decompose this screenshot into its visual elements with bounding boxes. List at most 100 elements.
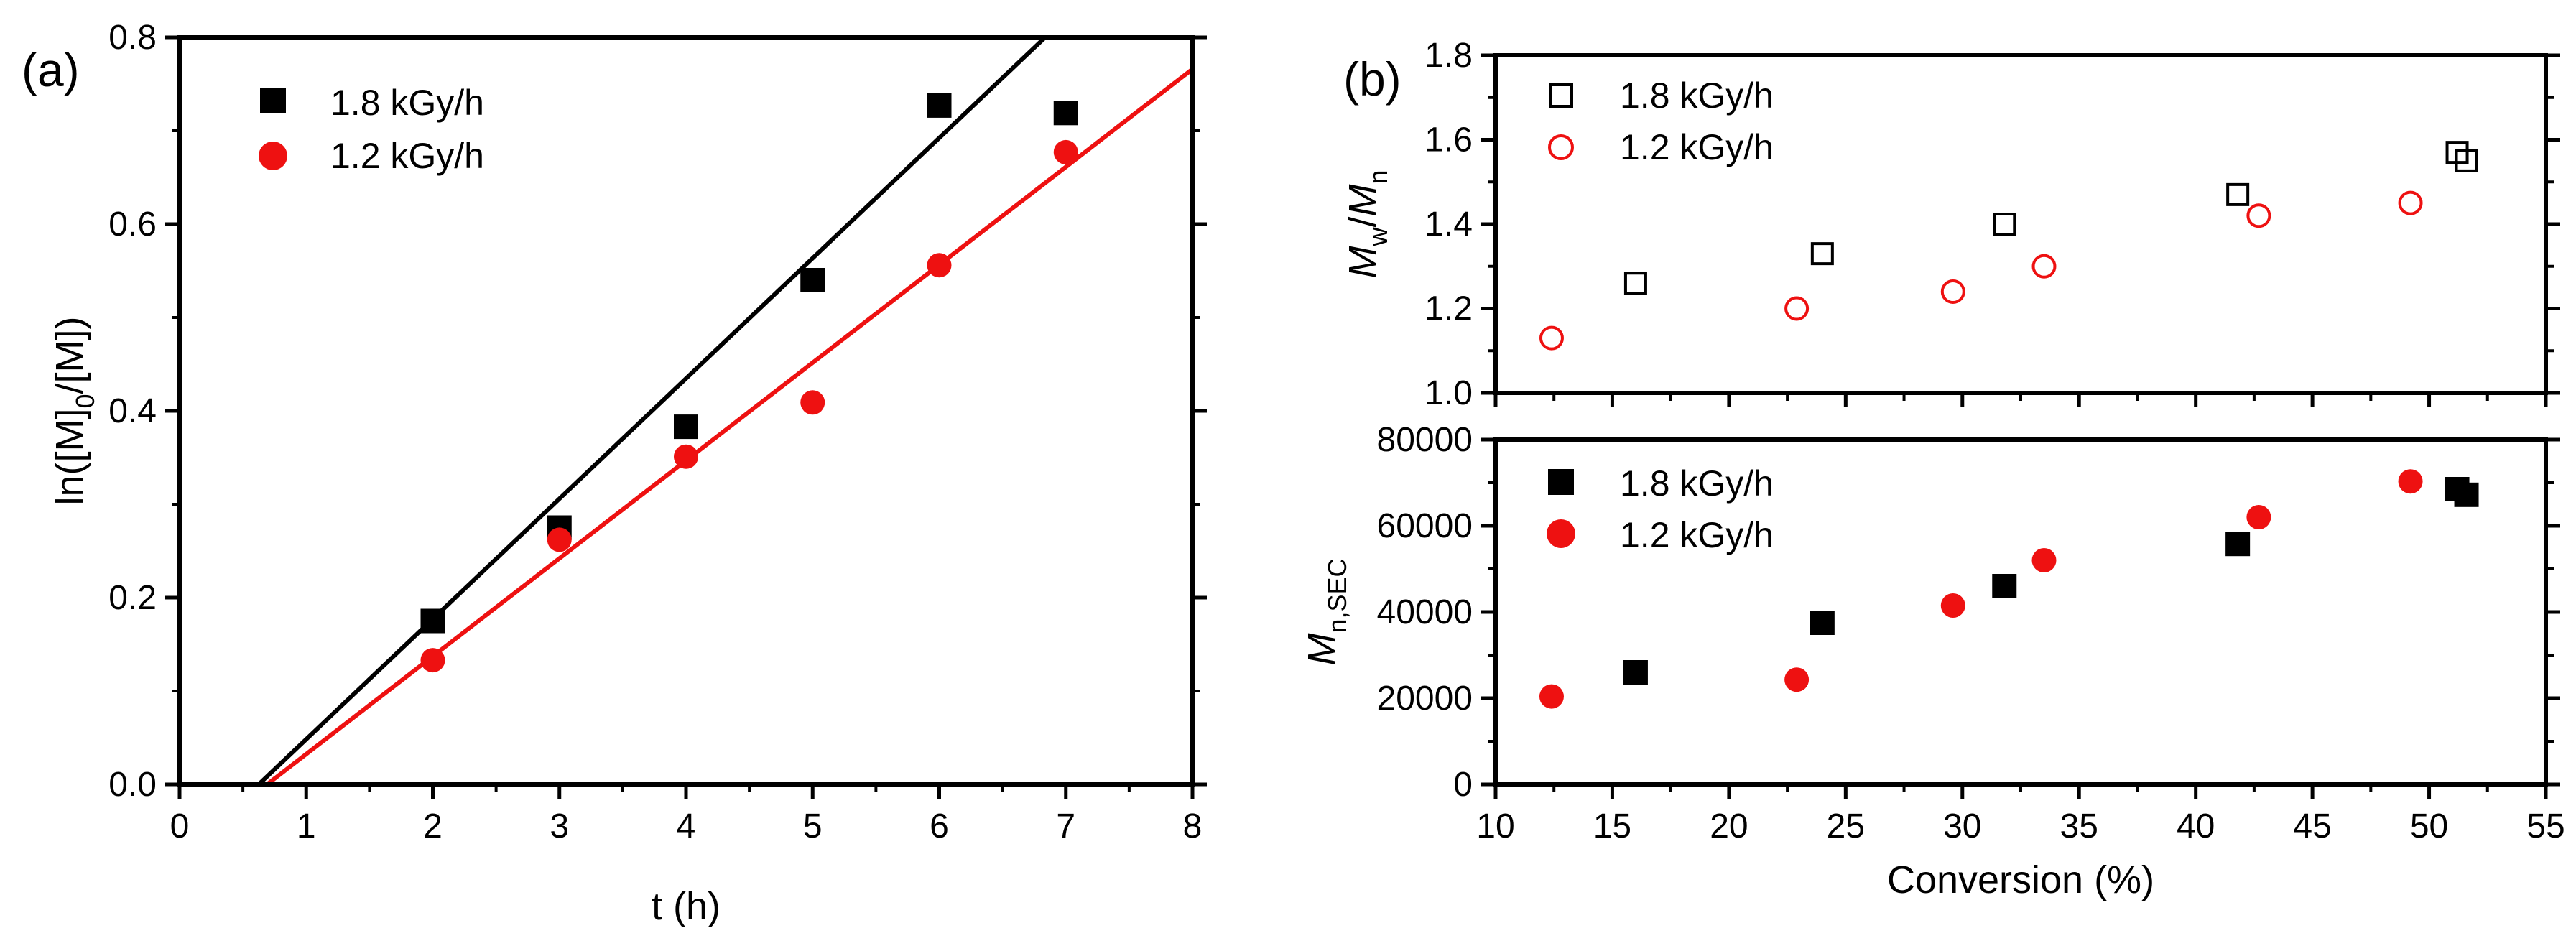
panel-b-top-ticks: 1.0 1.2 1.4 1.6 1.8 bbox=[1424, 37, 2560, 412]
panel-b-bottom-legend-marker-2 bbox=[1547, 519, 1575, 548]
panel-b-bottom-x-tick-label: 50 bbox=[2410, 807, 2448, 845]
panel-a-legend-marker-1 bbox=[260, 88, 286, 113]
panel-b-bottom-series-2-point bbox=[1539, 684, 1564, 709]
panel-a-series-1-point bbox=[420, 608, 445, 634]
panel-b-bottom-x-tick-label: 10 bbox=[1476, 807, 1514, 845]
panel-a-fit-line-2 bbox=[265, 67, 1194, 787]
panel-b-top-series-1-point bbox=[1993, 213, 2016, 236]
panel-b-bottom-series-1-point bbox=[1810, 611, 1835, 635]
panel-b-top-y-tick-label: 1.4 bbox=[1424, 205, 1473, 244]
panel-a-series-1-point bbox=[800, 268, 825, 292]
panel-b-bottom-x-tick-label: 15 bbox=[1593, 807, 1631, 845]
panel-b-bottom-series-2-point bbox=[2398, 469, 2423, 494]
panel-a-legend-label-2: 1.2 kGy/h bbox=[330, 136, 484, 176]
panel-a-series-2-point bbox=[1053, 139, 1078, 164]
panel-b: (b) 1.0 1.2 1.4 1.6 1.8 Mw/Mn 1.8 kGy/h 1.2 … bbox=[1300, 37, 2565, 901]
panel-b-top-series-2-point bbox=[1784, 296, 1810, 321]
panel-b-bottom-y-tick-label: 40000 bbox=[1377, 593, 1473, 631]
panel-a-fit-line-1 bbox=[257, 35, 1047, 787]
panel-b-bottom-series-2-point bbox=[2031, 548, 2057, 572]
panel-a-x-tick-label: 1 bbox=[297, 807, 316, 845]
panel-b-top-series-2-point bbox=[1940, 279, 1965, 304]
panel-b-top-series-2-point bbox=[2246, 203, 2271, 228]
panel-b-bottom-series-1-point bbox=[1623, 660, 1648, 685]
panel-a-series-2-point bbox=[674, 444, 698, 469]
panel-a-x-axis-label: t (h) bbox=[652, 885, 721, 928]
panel-b-top-legend: 1.8 kGy/h 1.2 kGy/h bbox=[1548, 75, 1774, 167]
panel-a-series-2-point bbox=[800, 390, 825, 415]
panel-b-bottom-y-tick-label: 0 bbox=[1453, 766, 1473, 804]
panel-a-x-tick-label: 7 bbox=[1056, 807, 1075, 845]
panel-b-bottom-series-1-point bbox=[1992, 574, 2017, 598]
panel-b-bottom-legend-label-1: 1.8 kGy/h bbox=[1620, 463, 1774, 504]
panel-b-top-y-tick-label: 1.8 bbox=[1424, 37, 1473, 75]
panel-b-bottom-series-2-point bbox=[1784, 667, 1810, 692]
panel-b-bottom-marks bbox=[1539, 469, 2479, 709]
panel-b-top-legend-marker-1 bbox=[1549, 83, 1573, 108]
panel-b-bottom-x-tick-label: 25 bbox=[1827, 807, 1865, 845]
panel-a-series-1-point bbox=[674, 414, 698, 440]
panel-a-series-2-point bbox=[927, 253, 952, 278]
panel-b-bottom-legend-label-2: 1.2 kGy/h bbox=[1620, 515, 1774, 555]
panel-b-top-y-tick-label: 1.2 bbox=[1424, 290, 1473, 328]
panel-b-bottom-series-1-point bbox=[2454, 482, 2479, 507]
panel-a-x-tick-label: 5 bbox=[803, 807, 823, 845]
panel-a-series-1-point bbox=[927, 93, 952, 118]
panel-b-top-y-tick-label: 1.6 bbox=[1424, 121, 1473, 159]
panel-a-y-tick-label: 0.2 bbox=[108, 579, 157, 617]
panel-a-x-tick-label: 6 bbox=[930, 807, 949, 845]
panel-a-marks bbox=[257, 35, 1194, 787]
panel-a-ticks: 0.0 0.2 0.4 0.6 0.8 0 1 2 3 4 5 6 7 8 bbox=[108, 19, 1207, 845]
panel-b-top-series-1-point bbox=[2455, 149, 2478, 172]
panel-b-top-legend-label-2: 1.2 kGy/h bbox=[1620, 127, 1774, 167]
panel-a-legend-label-1: 1.8 kGy/h bbox=[330, 83, 484, 123]
panel-b-top-legend-marker-2 bbox=[1548, 134, 1574, 160]
panel-a: (a) 0.0 0.2 0.4 0.6 0.8 0 1 2 3 4 5 6 7 8 t (h) ln([M… bbox=[22, 19, 1207, 928]
panel-a-series-1-point bbox=[1053, 101, 1078, 126]
panel-b-x-axis-label: Conversion (%) bbox=[1887, 858, 2154, 901]
panel-b-top-series-1-point bbox=[1810, 242, 1834, 266]
panel-b-bottom-x-tick-label: 35 bbox=[2060, 807, 2098, 845]
panel-b-bottom-y-tick-label: 20000 bbox=[1377, 680, 1473, 718]
panel-b-top-y-tick-label: 1.0 bbox=[1424, 374, 1473, 412]
panel-a-x-tick-label: 3 bbox=[550, 807, 569, 845]
panel-b-top-series-2-point bbox=[1539, 325, 1564, 351]
panel-a-x-tick-label: 8 bbox=[1183, 807, 1203, 845]
panel-a-x-tick-label: 2 bbox=[423, 807, 443, 845]
panel-b-top-y-axis-label: Mw/Mn bbox=[1341, 170, 1393, 278]
panel-b-bottom-y-tick-label: 80000 bbox=[1377, 421, 1473, 459]
panel-b-top-legend-label-1: 1.8 kGy/h bbox=[1620, 75, 1774, 116]
panel-b-bottom-series-2-point bbox=[2246, 505, 2271, 529]
panel-b-bottom-y-tick-label: 60000 bbox=[1377, 507, 1473, 545]
panel-b-top-series-2-point bbox=[2031, 254, 2057, 279]
panel-b-top-series-2-point bbox=[2398, 190, 2423, 215]
panel-b-top-marks bbox=[1539, 141, 2478, 351]
panel-a-x-tick-label: 4 bbox=[677, 807, 696, 845]
panel-a-x-tick-label: 0 bbox=[170, 807, 190, 845]
panel-b-label: (b) bbox=[1343, 52, 1401, 106]
panel-b-bottom-series-2-point bbox=[1940, 593, 1965, 618]
panel-a-y-tick-label: 0.6 bbox=[108, 205, 157, 244]
panel-a-series-2-point bbox=[547, 527, 572, 552]
panel-b-top-series-1-point bbox=[2226, 182, 2250, 206]
panel-a-y-tick-label: 0.8 bbox=[108, 19, 157, 57]
panel-b-bottom-ticks: 0 20000 40000 60000 80000 10 15 20 25 30 35 40 45 50 5… bbox=[1377, 421, 2565, 845]
panel-b-bottom-series-1-point bbox=[2225, 532, 2251, 557]
panel-a-legend: 1.8 kGy/h 1.2 kGy/h bbox=[259, 83, 484, 176]
panel-a-series-2-point bbox=[420, 648, 445, 673]
panel-a-y-tick-label: 0.0 bbox=[108, 766, 157, 804]
panel-b-bottom-x-tick-label: 45 bbox=[2293, 807, 2331, 845]
panel-b-bottom-x-tick-label: 40 bbox=[2177, 807, 2215, 845]
panel-a-label: (a) bbox=[22, 43, 80, 96]
panel-a-y-tick-label: 0.4 bbox=[108, 392, 157, 430]
panel-b-bottom-y-axis-label: Mn,SEC bbox=[1300, 558, 1352, 665]
panel-a-legend-marker-2 bbox=[259, 142, 287, 170]
panel-b-bottom-x-tick-label: 55 bbox=[2526, 807, 2565, 845]
panel-b-top-series-1-point bbox=[1623, 272, 1647, 295]
panel-b-bottom-x-tick-label: 20 bbox=[1710, 807, 1748, 845]
panel-b-bottom-x-tick-label: 30 bbox=[1943, 807, 1981, 845]
panel-a-y-axis-label: ln([M]0/[M]) bbox=[48, 316, 100, 505]
panel-b-bottom-legend-marker-1 bbox=[1548, 469, 1574, 495]
panel-b-bottom-legend: 1.8 kGy/h 1.2 kGy/h bbox=[1547, 463, 1774, 555]
